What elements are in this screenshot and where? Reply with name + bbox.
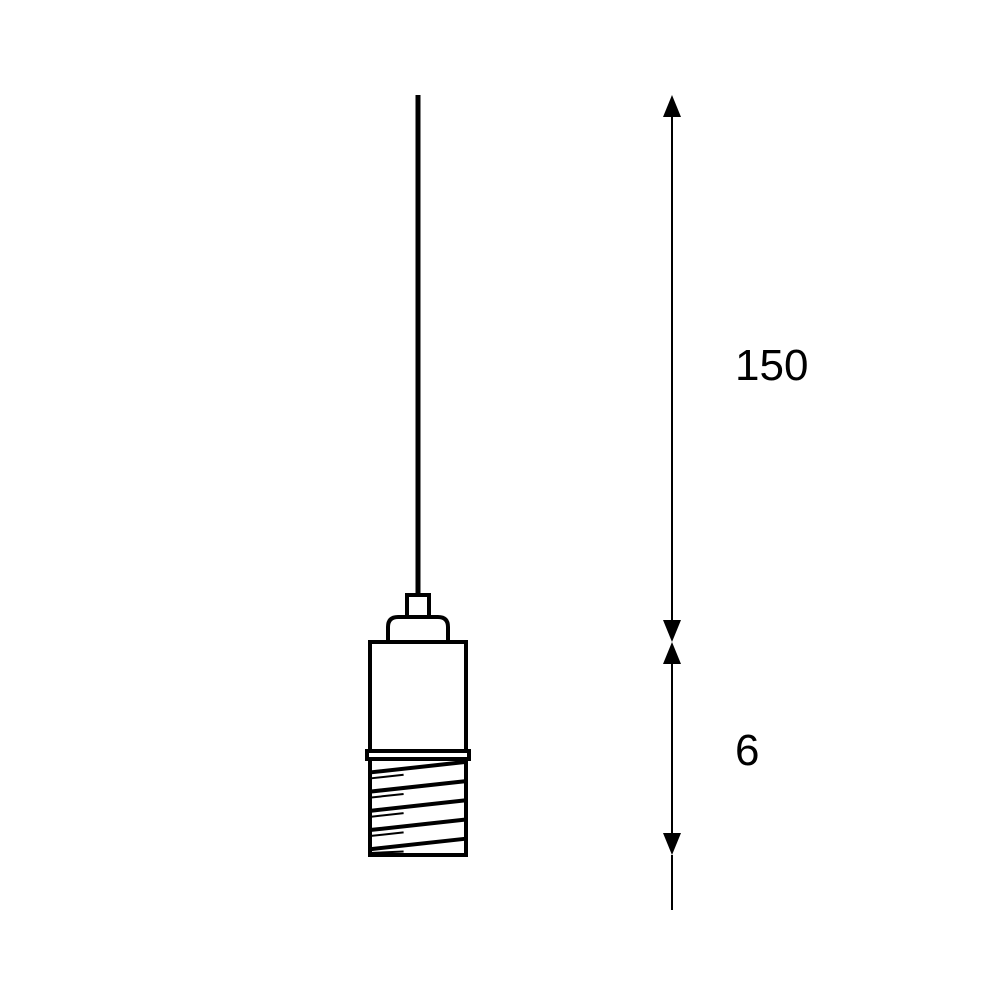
dimension-lines: [663, 95, 681, 910]
dim-label-upper: 150: [735, 341, 808, 390]
ferrule: [407, 595, 429, 617]
thread-base: [370, 759, 466, 855]
socket-body: [370, 642, 466, 751]
dim-label-lower: 6: [735, 726, 759, 775]
pendant-dimension-diagram: 150 6: [0, 0, 1000, 1000]
collar: [384, 617, 452, 642]
